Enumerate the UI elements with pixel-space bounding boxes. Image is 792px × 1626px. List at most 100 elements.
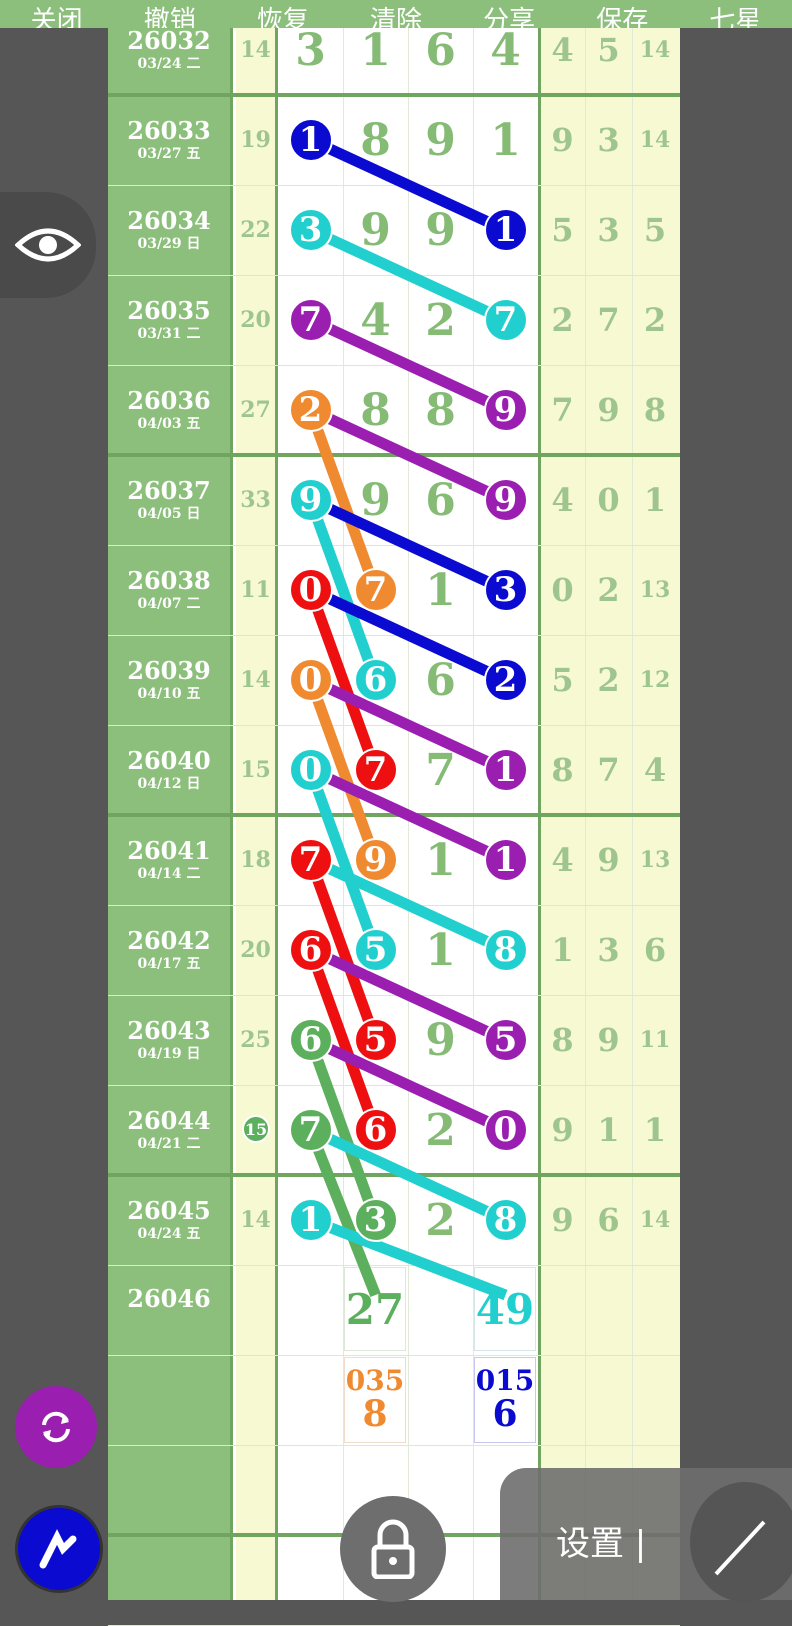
digit-cell[interactable]: 4 [490, 24, 521, 76]
toolbar-button-1[interactable]: 撤销 [143, 6, 196, 28]
issue-number: 26045 [127, 1196, 211, 1225]
number-ball-green[interactable]: 6 [288, 1018, 333, 1062]
digit-cell[interactable]: 8 [425, 384, 456, 436]
row-id-cell: 26035 03/31 二 [108, 275, 230, 365]
pen-icon [39, 1529, 77, 1569]
number-ball-purple[interactable]: 1 [483, 748, 528, 792]
lock-button[interactable] [340, 1496, 446, 1602]
sum-cell: 22 [240, 217, 271, 243]
digit-cell[interactable]: 9 [425, 1014, 456, 1066]
group-divider [108, 453, 680, 457]
draw-line-button[interactable] [690, 1482, 792, 1602]
digit-cell[interactable]: 1 [360, 24, 391, 76]
number-ball-blue[interactable]: 1 [288, 118, 333, 162]
number-ball-cyan[interactable]: 1 [288, 1198, 333, 1242]
number-ball-blue[interactable]: 1 [483, 208, 528, 252]
digit-cell[interactable]: 6 [425, 24, 456, 76]
number-ball-cyan[interactable]: 3 [288, 208, 333, 252]
settings-label[interactable]: 设置 | [556, 1524, 647, 1564]
number-ball-cyan[interactable]: 6 [353, 658, 398, 702]
toolbar-button-0[interactable]: 关闭 [30, 6, 83, 28]
digit-cell[interactable]: 9 [360, 474, 391, 526]
trend-line-cyan [308, 1125, 508, 1225]
number-ball-cyan[interactable]: 0 [288, 748, 333, 792]
prediction-top: 035 [345, 1364, 405, 1398]
number-ball-red[interactable]: 7 [353, 748, 398, 792]
settings-panel[interactable]: 设置 | [500, 1468, 792, 1602]
number-ball-cyan[interactable]: 7 [483, 298, 528, 342]
stat-cell: 9 [597, 1021, 620, 1059]
stat-cell: 5 [597, 31, 620, 69]
sum-cell-circled: 15 [242, 1115, 270, 1143]
digit-cell[interactable]: 1 [425, 924, 456, 976]
number-ball-red[interactable]: 7 [288, 838, 333, 882]
digit-cell[interactable]: 1 [425, 834, 456, 886]
stat-cell: 13 [639, 577, 671, 603]
issue-date: 04/03 五 [137, 416, 201, 432]
digit-cell[interactable]: 1 [490, 114, 521, 166]
row-id-cell: 26032 03/24 二 [108, 5, 230, 95]
issue-date: 04/12 日 [137, 776, 201, 792]
issue-date: 04/19 日 [137, 1046, 201, 1062]
eye-button[interactable] [0, 192, 96, 298]
digit-cell[interactable]: 2 [425, 294, 456, 346]
digit-cell[interactable]: 2 [425, 1104, 456, 1156]
number-ball-cyan[interactable]: 5 [353, 928, 398, 972]
number-ball-orange[interactable]: 2 [288, 388, 333, 432]
trend-line-purple [308, 315, 508, 415]
row-line [108, 995, 680, 996]
number-ball-purple[interactable]: 1 [483, 838, 528, 882]
number-ball-blue[interactable]: 3 [483, 568, 528, 612]
toolbar-button-2[interactable]: 恢复 [256, 6, 309, 28]
toolbar-button-5[interactable]: 保存 [596, 6, 649, 28]
toolbar-button-4[interactable]: 分享 [483, 6, 536, 28]
digit-cell[interactable]: 9 [425, 114, 456, 166]
stat-cell: 9 [551, 1201, 574, 1239]
number-ball-green[interactable]: 3 [353, 1198, 398, 1242]
number-ball-orange[interactable]: 9 [353, 838, 398, 882]
toolbar: 关闭 撤销 恢复 清除 分享 保存 七星 [0, 0, 792, 28]
number-ball-green[interactable]: 7 [288, 1108, 333, 1152]
stat-cell: 3 [597, 121, 620, 159]
toolbar-button-3[interactable]: 清除 [369, 6, 422, 28]
refresh-button[interactable] [15, 1386, 97, 1468]
number-ball-cyan[interactable]: 9 [288, 478, 333, 522]
stat-cell: 2 [597, 571, 620, 609]
number-ball-orange[interactable]: 0 [288, 658, 333, 702]
trend-line-blue [308, 135, 508, 235]
row-id-cell: 26043 04/19 日 [108, 995, 230, 1085]
digit-cell[interactable]: 3 [295, 24, 326, 76]
prediction-p2[interactable]: 035 8 [344, 1357, 406, 1443]
number-ball-red[interactable]: 0 [288, 568, 333, 612]
number-ball-blue[interactable]: 2 [483, 658, 528, 702]
prediction-p4[interactable]: 015 6 [474, 1357, 536, 1443]
digit-cell[interactable]: 7 [425, 744, 456, 796]
sum-cell: 14 [240, 667, 271, 693]
number-ball-red[interactable]: 6 [288, 928, 333, 972]
number-ball-red[interactable]: 5 [353, 1018, 398, 1062]
eye-icon [15, 228, 81, 262]
number-ball-cyan[interactable]: 8 [483, 928, 528, 972]
digit-cell[interactable]: 9 [360, 204, 391, 256]
pen-button[interactable] [15, 1505, 103, 1593]
digit-cell[interactable]: 4 [360, 294, 391, 346]
digit-cell[interactable]: 6 [425, 474, 456, 526]
grid-line [343, 0, 344, 1600]
number-ball-purple[interactable]: 9 [483, 388, 528, 432]
number-ball-purple[interactable]: 9 [483, 478, 528, 522]
stat-cell: 12 [639, 667, 671, 693]
number-ball-purple[interactable]: 0 [483, 1108, 528, 1152]
number-ball-purple[interactable]: 7 [288, 298, 333, 342]
number-ball-red[interactable]: 6 [353, 1108, 398, 1152]
digit-cell[interactable]: 8 [360, 114, 391, 166]
digit-cell[interactable]: 6 [425, 654, 456, 706]
digit-cell[interactable]: 9 [425, 204, 456, 256]
digit-cell[interactable]: 8 [360, 384, 391, 436]
number-ball-orange[interactable]: 7 [353, 568, 398, 612]
number-ball-purple[interactable]: 5 [483, 1018, 528, 1062]
toolbar-button-6[interactable]: 七星 [709, 6, 762, 28]
sum-cell: 27 [240, 397, 271, 423]
number-ball-cyan[interactable]: 8 [483, 1198, 528, 1242]
digit-cell[interactable]: 1 [425, 564, 456, 616]
digit-cell[interactable]: 2 [425, 1194, 456, 1246]
